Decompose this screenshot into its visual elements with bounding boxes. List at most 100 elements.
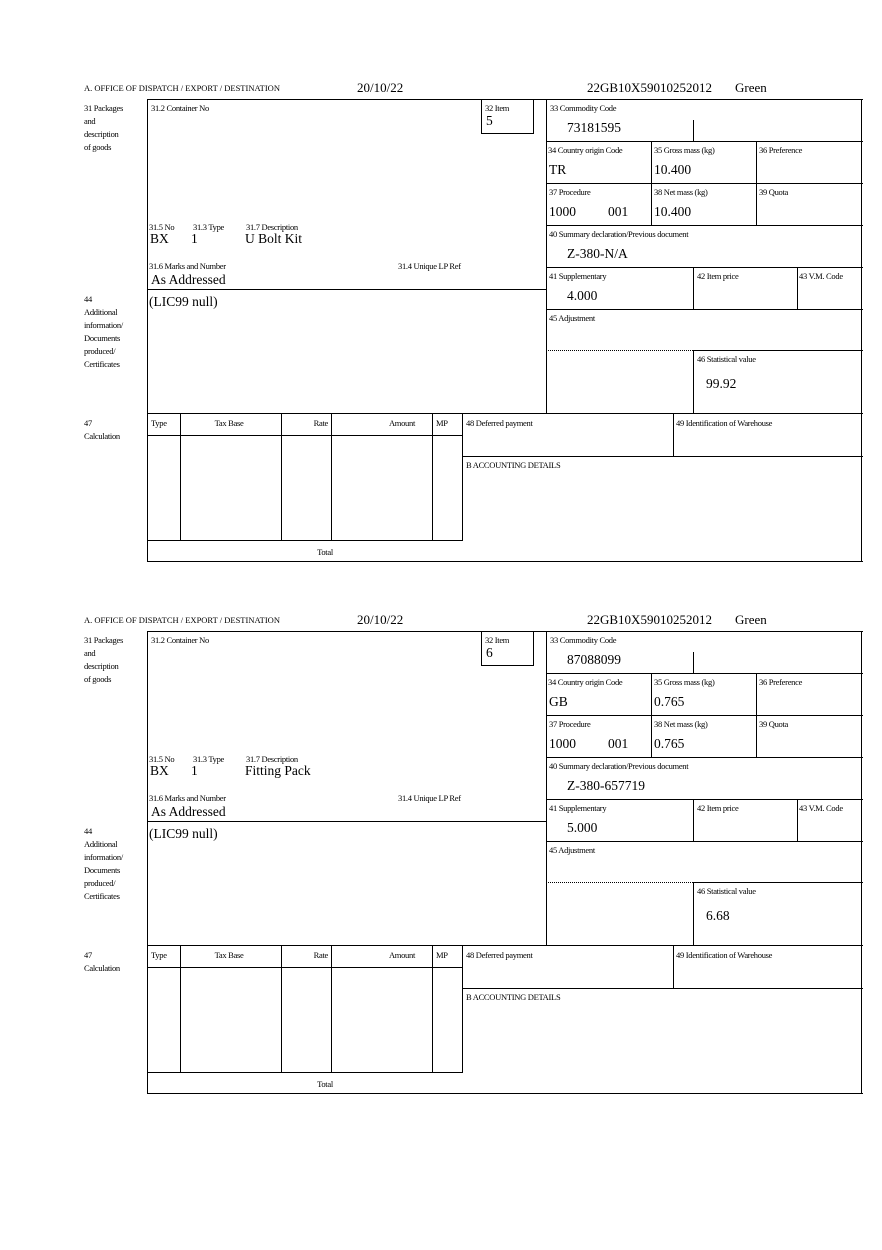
rule [861, 631, 863, 1094]
rule [147, 631, 149, 1094]
calc-amount-header: Amount [388, 950, 415, 960]
packages-label: description [84, 129, 119, 139]
calculation-label: 47 [84, 950, 92, 960]
rule [147, 631, 863, 633]
rule [797, 267, 799, 310]
package-count: 1 [191, 763, 198, 778]
additional-info-label: information/ [84, 852, 123, 862]
vm-code-label: 43 V.M. Code [799, 271, 843, 281]
description-label: 31.7 Description [246, 222, 298, 232]
commodity-code-value: 87088099 [567, 652, 621, 667]
adjustment-label: 45 Adjustment [549, 313, 595, 323]
additional-info-label: 44 [84, 826, 92, 836]
rule [693, 652, 695, 674]
rule [481, 133, 534, 135]
unique-lp-ref-label: 31.4 Unique LP Ref [398, 793, 461, 803]
procedure-suffix: 001 [608, 736, 629, 751]
rule [797, 799, 799, 842]
rule [693, 882, 695, 946]
supplementary-label: 41 Supplementary [549, 803, 607, 813]
package-no-label: 31.5 No [149, 754, 175, 764]
calc-mp-header: MP [436, 418, 448, 428]
rule [861, 99, 863, 562]
procedure-value: 1000 [549, 204, 576, 219]
calc-rate-header: Rate [313, 418, 329, 428]
commodity-code-label: 33 Commodity Code [550, 635, 617, 645]
statistical-value-label: 46 Statistical value [697, 886, 756, 896]
rule [546, 99, 548, 414]
additional-info-label: Certificates [84, 359, 120, 369]
marks-label: 31.6 Marks and Number [149, 261, 226, 271]
country-origin-label: 34 Country origin Code [548, 677, 623, 687]
package-count: 1 [191, 231, 198, 246]
rule [693, 350, 695, 414]
calc-type-header: Type [151, 950, 167, 960]
rule [673, 945, 675, 989]
rule [147, 99, 149, 562]
rule [432, 413, 434, 541]
rule [462, 413, 464, 541]
item-label: 32 Item [485, 635, 510, 645]
gross-mass-value: 10.400 [654, 162, 692, 177]
dotted-rule [546, 350, 547, 413]
quota-label: 39 Quota [759, 719, 788, 729]
rule [546, 757, 863, 759]
calculation-label: 47 [84, 418, 92, 428]
deferred-payment-label: 48 Deferred payment [466, 418, 533, 428]
additional-info-label: Additional [84, 307, 118, 317]
rule [533, 99, 535, 134]
calculation-label: Calculation [84, 963, 120, 973]
rule [693, 120, 695, 142]
container-no-label: 31.2 Container No [151, 635, 209, 645]
package-type-label: 31.3 Type [193, 222, 225, 232]
rule [462, 456, 863, 458]
additional-info-label: Documents [84, 865, 121, 875]
rule [693, 799, 695, 842]
country-origin-value: GB [549, 694, 568, 709]
goods-description: U Bolt Kit [245, 231, 303, 246]
rule [432, 945, 434, 1073]
declaration-item-form: A. OFFICE OF DISPATCH / EXPORT / DESTINA… [0, 78, 882, 578]
rule [147, 1072, 463, 1074]
rule [533, 631, 535, 666]
calc-tax-base-header: Tax Base [214, 418, 244, 428]
accounting-details-label: B ACCOUNTING DETAILS [466, 460, 561, 470]
gross-mass-label: 35 Gross mass (kg) [654, 145, 715, 155]
statistical-value: 99.92 [706, 376, 737, 391]
rule [546, 799, 863, 801]
rule [331, 945, 333, 1073]
rule [147, 413, 863, 415]
rule [147, 99, 863, 101]
rule [180, 413, 182, 541]
rule [546, 309, 863, 311]
warehouse-label: 49 Identification of Warehouse [676, 950, 773, 960]
item-number: 6 [486, 645, 493, 660]
total-label: Total [317, 1079, 333, 1089]
rule [481, 631, 483, 666]
procedure-suffix: 001 [608, 204, 629, 219]
additional-info-label: Documents [84, 333, 121, 343]
rule [546, 225, 863, 227]
calc-type-header: Type [151, 418, 167, 428]
dotted-rule [546, 350, 693, 351]
office-label: A. OFFICE OF DISPATCH / EXPORT / DESTINA… [84, 615, 280, 625]
gross-mass-label: 35 Gross mass (kg) [654, 677, 715, 687]
rule [147, 561, 863, 563]
warehouse-label: 49 Identification of Warehouse [676, 418, 773, 428]
summary-declaration-value: Z-380-657719 [567, 778, 645, 793]
supplementary-value: 5.000 [567, 820, 598, 835]
calculation-label: Calculation [84, 431, 120, 441]
statistical-value: 6.68 [706, 908, 730, 923]
net-mass-value: 10.400 [654, 204, 692, 219]
rule [546, 267, 863, 269]
net-mass-value: 0.765 [654, 736, 685, 751]
declaration-reference: 22GB10X59010252012 [587, 612, 712, 627]
rule [693, 882, 863, 884]
rule [673, 413, 675, 457]
rule [481, 99, 483, 134]
additional-info-label: produced/ [84, 346, 116, 356]
goods-description: Fitting Pack [245, 763, 311, 778]
country-origin-value: TR [549, 162, 567, 177]
adjustment-label: 45 Adjustment [549, 845, 595, 855]
rule [462, 945, 464, 1073]
